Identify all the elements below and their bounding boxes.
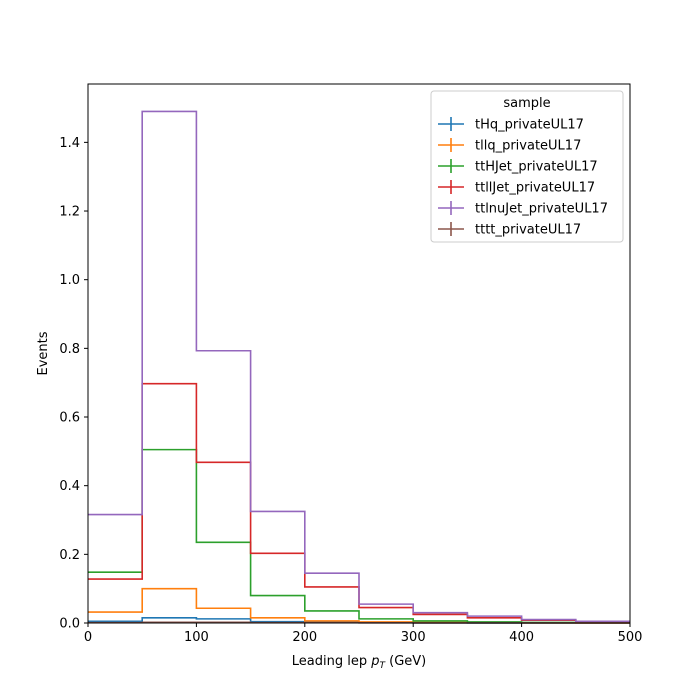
legend-label: tHq_privateUL17 (475, 118, 584, 133)
x-axis-label-unit: (GeV) (385, 654, 426, 669)
x-axis-label: Leading lep pT (GeV) (292, 654, 426, 671)
legend-entry: ttHJet_privateUL17 (438, 159, 598, 175)
y-tick-label: 1.0 (59, 273, 80, 288)
legend-title: sample (503, 96, 550, 111)
legend-box (430, 90, 624, 243)
y-tick-label: 1.4 (59, 136, 80, 151)
x-axis-label-symbol: p (370, 654, 379, 669)
legend-label: ttHJet_privateUL17 (475, 160, 598, 175)
y-axis-label: Events (36, 331, 51, 375)
legend-label: ttlnuJet_privateUL17 (475, 202, 608, 217)
x-axis-label-main: Leading lep (292, 654, 371, 669)
x-tick-label: 0 (84, 630, 92, 645)
x-tick-label: 400 (509, 630, 534, 645)
legend-label: tllq_privateUL17 (475, 139, 581, 154)
x-tick-label: 100 (184, 630, 209, 645)
y-tick-label: 0.2 (59, 548, 80, 563)
x-tick-label: 200 (292, 630, 317, 645)
legend-label: tttt_privateUL17 (475, 223, 581, 238)
legend-entry: tttt_privateUL17 (438, 222, 581, 238)
legend-entry: tllq_privateUL17 (438, 138, 581, 154)
series-line-ttlnuJet_privateUL17 (88, 110, 630, 623)
legend-label: ttllJet_privateUL17 (475, 181, 595, 196)
y-axis-ticks: 0.0 0.2 0.4 0.6 0.8 1.0 1.2 1.4 (59, 136, 88, 632)
y-tick-label: 0.0 (59, 617, 80, 632)
x-tick-label: 300 (401, 630, 426, 645)
legend: sample tHq_privateUL17 tllq_privateUL17 ttH… (430, 90, 624, 243)
x-axis-ticks: 0 100 200 300 400 500 (84, 623, 643, 645)
y-tick-label: 0.6 (59, 411, 80, 426)
y-tick-label: 1.2 (59, 205, 80, 220)
legend-entry: ttlnuJet_privateUL17 (438, 201, 608, 217)
legend-entry: tHq_privateUL17 (438, 117, 584, 133)
x-tick-label: 500 (618, 630, 643, 645)
axes-frame (87, 83, 631, 624)
y-tick-label: 0.8 (59, 342, 80, 357)
y-tick-label: 0.4 (59, 479, 80, 494)
legend-entry: ttllJet_privateUL17 (438, 180, 595, 196)
x-axis-label-subscript: T (379, 661, 386, 671)
